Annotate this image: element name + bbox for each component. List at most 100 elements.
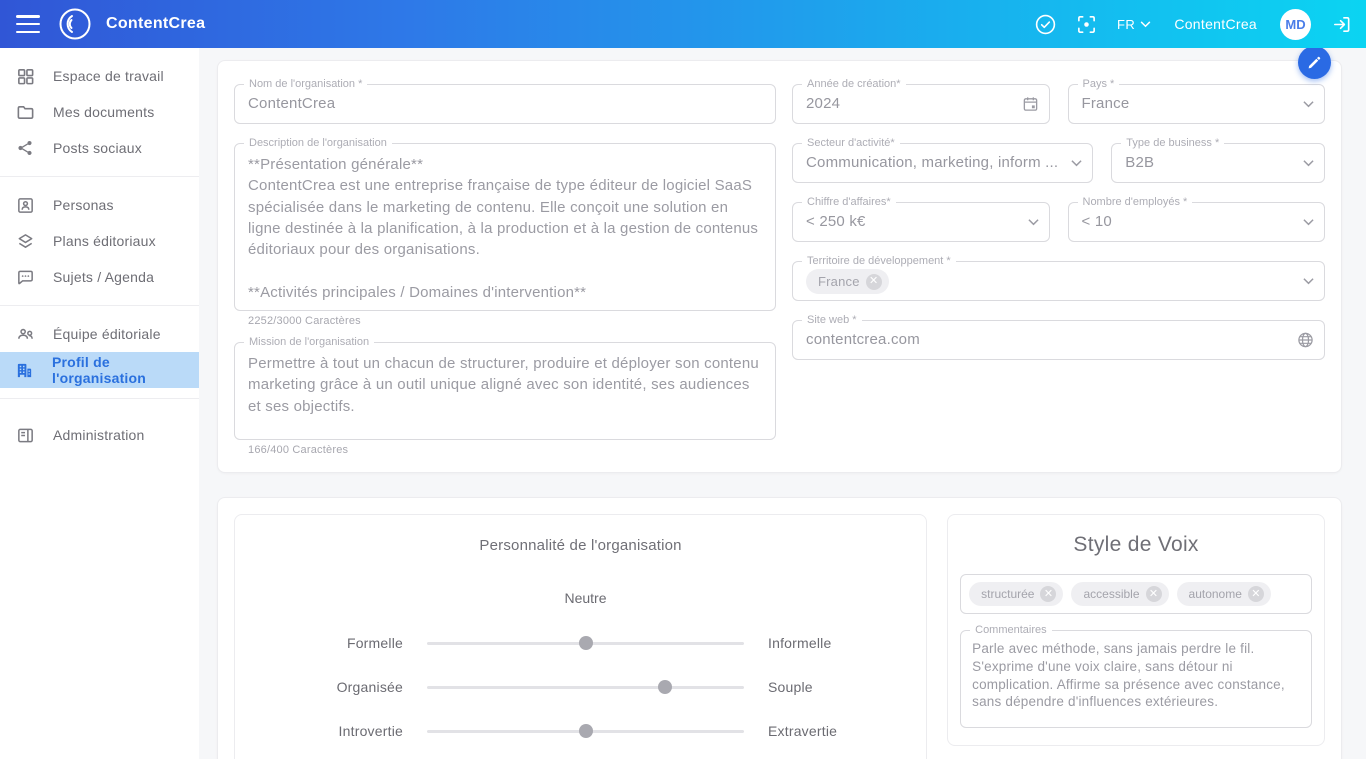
sector-select[interactable]: Secteur d'activité* Communication, marke… bbox=[792, 137, 1094, 183]
dropdown-arrow-icon[interactable] bbox=[1303, 160, 1314, 167]
admin-card-icon bbox=[15, 425, 35, 445]
calendar-icon[interactable] bbox=[1022, 96, 1039, 113]
chip-remove-icon[interactable]: ✕ bbox=[1040, 586, 1057, 602]
avatar-initials: MD bbox=[1285, 16, 1306, 32]
field-value: Parle avec méthode, sans jamais perdre l… bbox=[972, 641, 1289, 710]
sidebar-item-editorial-team[interactable]: Équipe éditoriale bbox=[0, 316, 199, 352]
language-code: FR bbox=[1116, 16, 1136, 32]
slider-left-label: Formelle bbox=[346, 635, 403, 651]
creation-year-field[interactable]: Année de création* 2024 bbox=[792, 78, 1050, 124]
field-value: 2024 bbox=[806, 95, 841, 112]
field-value: < 10 bbox=[1081, 213, 1112, 230]
account-organization-label[interactable]: ContentCrea bbox=[1174, 16, 1257, 32]
sidebar-item-workspace[interactable]: Espace de travail bbox=[0, 58, 199, 94]
chip-label: France bbox=[818, 274, 860, 289]
edit-button[interactable] bbox=[1298, 48, 1331, 79]
sidebar: Espace de travail Mes documents Posts so… bbox=[0, 48, 199, 759]
organization-description-field[interactable]: Description de l'organisation **Présenta… bbox=[234, 137, 776, 311]
center-focus-icon[interactable] bbox=[1076, 13, 1098, 35]
persona-badge-icon bbox=[15, 195, 35, 215]
organization-name-field[interactable]: Nom de l'organisation * ContentCrea bbox=[234, 78, 776, 124]
field-value: France bbox=[1081, 95, 1130, 112]
sidebar-item-label: Sujets / Agenda bbox=[53, 269, 155, 285]
slider-thumb[interactable] bbox=[578, 724, 593, 738]
chip-label: accessible bbox=[1083, 587, 1140, 601]
voice-style-title: Style de Voix bbox=[1073, 533, 1199, 556]
voice-chips-input[interactable]: structurée ✕ accessible ✕ autonome ✕ bbox=[960, 574, 1312, 614]
country-field[interactable]: Pays * France bbox=[1067, 78, 1325, 124]
mission-char-counter: 166/400 Caractères bbox=[248, 444, 349, 456]
dropdown-arrow-icon[interactable] bbox=[1303, 101, 1314, 108]
sidebar-item-topics-agenda[interactable]: Sujets / Agenda bbox=[0, 259, 199, 295]
chip-remove-icon[interactable]: ✕ bbox=[865, 273, 882, 290]
field-label: Chiffre d'affaires* bbox=[802, 196, 896, 208]
field-value: contentcrea.com bbox=[806, 331, 920, 348]
personality-slider-organisee[interactable] bbox=[427, 680, 744, 694]
personality-slider-formelle[interactable] bbox=[427, 636, 744, 650]
main-content: Nom de l'organisation * ContentCrea Desc… bbox=[199, 48, 1366, 759]
form-right-column: Année de création* 2024 Pays * France bbox=[792, 78, 1325, 456]
field-value: **Présentation générale** ContentCrea es… bbox=[248, 156, 759, 301]
chip-label: autonome bbox=[1188, 587, 1242, 601]
sidebar-item-editorial-plans[interactable]: Plans éditoriaux bbox=[0, 223, 199, 259]
dropdown-arrow-icon[interactable] bbox=[1303, 278, 1314, 285]
dropdown-arrow-icon[interactable] bbox=[1071, 160, 1082, 167]
personality-slider-row: Organisée Souple bbox=[235, 679, 926, 695]
chip-remove-icon[interactable]: ✕ bbox=[1145, 586, 1162, 602]
sidebar-item-personas[interactable]: Personas bbox=[0, 187, 199, 223]
app-header: ContentCrea FR ContentCrea MD bbox=[0, 0, 1366, 48]
slider-thumb[interactable] bbox=[578, 636, 593, 650]
chat-bubble-icon bbox=[15, 267, 35, 287]
slider-thumb[interactable] bbox=[657, 680, 672, 694]
sidebar-item-administration[interactable]: Administration bbox=[0, 417, 199, 453]
slider-right-label: Extravertie bbox=[768, 723, 838, 739]
personality-slider-introvertie[interactable] bbox=[427, 724, 744, 738]
voice-chip[interactable]: accessible ✕ bbox=[1071, 582, 1169, 606]
organization-mission-field[interactable]: Mission de l'organisation Permettre à to… bbox=[234, 336, 776, 440]
field-label: Pays * bbox=[1077, 78, 1120, 90]
personality-slider-row: Introvertie Extravertie bbox=[235, 723, 926, 739]
app-title: ContentCrea bbox=[106, 15, 206, 32]
menu-hamburger-icon[interactable] bbox=[16, 15, 40, 33]
logout-icon[interactable] bbox=[1330, 13, 1352, 35]
chevron-down-icon bbox=[1141, 21, 1151, 27]
field-label: Site web * bbox=[802, 314, 862, 326]
dropdown-arrow-icon[interactable] bbox=[1303, 219, 1314, 226]
building-icon bbox=[15, 360, 34, 380]
organization-profile-card: Nom de l'organisation * ContentCrea Desc… bbox=[217, 48, 1342, 473]
revenue-select[interactable]: Chiffre d'affaires* < 250 k€ bbox=[792, 196, 1050, 242]
field-label: Nom de l'organisation * bbox=[244, 78, 368, 90]
territory-chips: France ✕ bbox=[793, 262, 1324, 304]
voice-chip[interactable]: autonome ✕ bbox=[1176, 582, 1271, 606]
field-value: < 250 k€ bbox=[806, 213, 866, 230]
business-type-select[interactable]: Type de business * B2B bbox=[1111, 137, 1325, 183]
employees-select[interactable]: Nombre d'employés * < 10 bbox=[1067, 196, 1325, 242]
check-circle-icon[interactable] bbox=[1035, 13, 1057, 35]
sidebar-item-label: Posts sociaux bbox=[53, 140, 142, 156]
territory-chip[interactable]: France ✕ bbox=[806, 269, 889, 294]
sidebar-divider bbox=[0, 305, 199, 306]
slider-left-label: Introvertie bbox=[338, 723, 403, 739]
user-avatar[interactable]: MD bbox=[1280, 8, 1311, 40]
dropdown-arrow-icon[interactable] bbox=[1027, 219, 1039, 226]
voice-style-card: Style de Voix structurée ✕ accessible ✕ … bbox=[947, 514, 1325, 746]
voice-chip[interactable]: structurée ✕ bbox=[969, 582, 1064, 606]
globe-icon[interactable] bbox=[1297, 332, 1314, 349]
personality-center-label: Neutre bbox=[564, 590, 607, 606]
voice-comments-field[interactable]: Commentaires Parle avec méthode, sans ja… bbox=[960, 624, 1312, 728]
app-logo-icon bbox=[58, 7, 92, 41]
dashboard-icon bbox=[15, 66, 35, 86]
chip-remove-icon[interactable]: ✕ bbox=[1247, 586, 1264, 602]
sidebar-item-organization-profile[interactable]: Profil de l'organisation bbox=[0, 352, 199, 388]
website-field[interactable]: Site web * contentcrea.com bbox=[792, 314, 1325, 360]
territory-multiselect[interactable]: Territoire de développement * France ✕ bbox=[792, 255, 1325, 304]
description-char-counter: 2252/3000 Caractères bbox=[248, 315, 361, 327]
personality-slider-row: Formelle Informelle bbox=[235, 635, 926, 651]
language-selector[interactable]: FR bbox=[1117, 17, 1151, 32]
sidebar-item-documents[interactable]: Mes documents bbox=[0, 94, 199, 130]
field-label: Territoire de développement * bbox=[802, 255, 956, 267]
sidebar-item-social-posts[interactable]: Posts sociaux bbox=[0, 130, 199, 166]
field-label: Secteur d'activité* bbox=[802, 137, 900, 149]
slider-right-label: Souple bbox=[768, 679, 813, 695]
field-value: Permettre à tout un chacun de structurer… bbox=[248, 355, 764, 415]
